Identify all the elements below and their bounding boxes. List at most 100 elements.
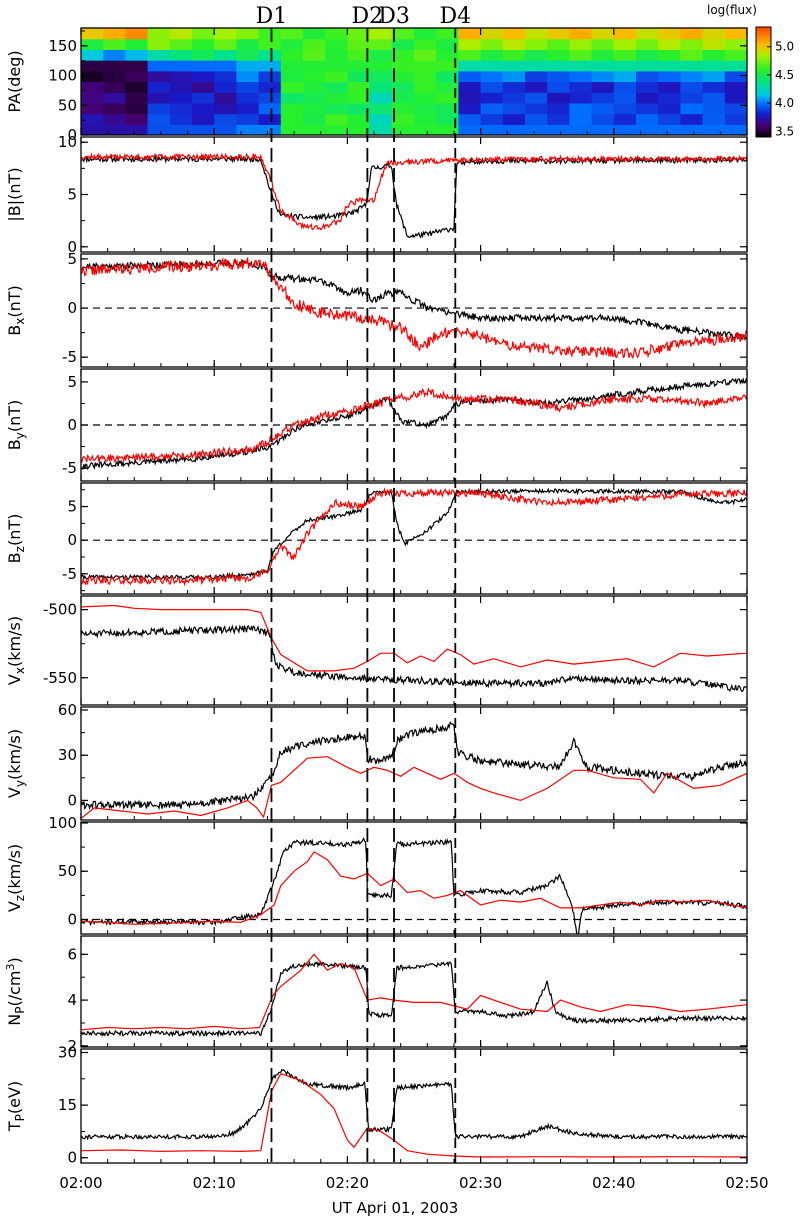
- colorbar-swatch: [756, 39, 771, 43]
- tp-series-2: [81, 1072, 747, 1158]
- heatmap-cell: [280, 60, 304, 72]
- heatmap-cell: [724, 81, 747, 93]
- vz-ytick-label: 50: [58, 862, 77, 880]
- panel-bt: 10 5 0 |B|(nT): [5, 133, 748, 256]
- heatmap-cell: [125, 92, 149, 104]
- heatmap-cell: [458, 38, 482, 50]
- colorbar-swatch: [756, 93, 771, 96]
- heatmap-cell: [347, 28, 371, 40]
- colorbar-swatch: [756, 28, 771, 32]
- heatmap-cell: [169, 124, 193, 135]
- heatmap-cell: [702, 81, 726, 93]
- heatmap-cell: [236, 38, 260, 50]
- heatmap-cell: [591, 28, 615, 40]
- heatmap-cell: [525, 124, 548, 135]
- heatmap-cell: [192, 124, 215, 135]
- heatmap-cell: [169, 113, 193, 125]
- heatmap-cell: [280, 113, 304, 125]
- heatmap-cell: [192, 113, 215, 125]
- heatmap-cell: [125, 113, 149, 125]
- heatmap-cell: [702, 102, 726, 115]
- vy-ytick-label: 30: [58, 746, 77, 764]
- colorbar: log(flux) 5.0 4.5 4.0 3.5: [707, 3, 794, 138]
- heatmap-cell: [169, 102, 193, 115]
- heatmap-cell: [192, 92, 215, 104]
- heatmap-cell: [436, 102, 459, 115]
- heatmap-cell: [436, 28, 459, 40]
- heatmap-cell: [258, 92, 282, 104]
- colorbar-swatch: [756, 131, 771, 134]
- heatmap-cell: [724, 113, 747, 125]
- heatmap-cell: [81, 38, 104, 50]
- heatmap-cell: [502, 81, 526, 93]
- heatmap-cell: [347, 113, 371, 125]
- heatmap-cell: [325, 113, 348, 125]
- heatmap-cell: [347, 70, 371, 83]
- colorbar-swatch: [756, 43, 771, 46]
- heatmap-cell: [414, 81, 437, 93]
- heatmap-cell: [391, 81, 415, 93]
- heatmap-cell: [658, 81, 681, 93]
- heatmap-cell: [414, 38, 437, 50]
- heatmap-cell: [613, 38, 637, 50]
- heatmap-cell: [192, 28, 215, 40]
- vy-ytick-label: 0: [67, 791, 77, 809]
- heatmap-cell: [636, 28, 659, 40]
- xtick-label: 02:20: [326, 1174, 369, 1192]
- panel-by: 5 0 -5 By(nT): [5, 368, 748, 482]
- heatmap-cell: [436, 92, 459, 104]
- heatmap-cell: [436, 49, 459, 61]
- heatmap-cell: [702, 28, 726, 40]
- bt-ytick-label: 0: [67, 238, 77, 256]
- colorbar-swatch: [756, 58, 771, 61]
- heatmap-cell: [702, 70, 726, 83]
- heatmap-cell: [658, 49, 681, 61]
- pa-plot-area: [81, 28, 747, 135]
- heatmap-cell: [125, 60, 149, 72]
- event-label-d2: D2: [352, 4, 384, 29]
- heatmap-cell: [81, 81, 104, 93]
- bz-series-1: [81, 487, 747, 582]
- colorbar-swatch: [756, 74, 771, 77]
- heatmap-cell: [458, 28, 482, 40]
- colorbar-swatch: [756, 54, 771, 57]
- colorbar-swatch: [756, 69, 771, 72]
- heatmap-cell: [369, 38, 393, 50]
- heatmap-cell: [436, 70, 459, 83]
- heatmap-cell: [547, 60, 570, 72]
- heatmap-cell: [169, 92, 193, 104]
- bx-ytick-label: 0: [67, 299, 77, 317]
- heatmap-cell: [325, 102, 348, 115]
- heatmap-cell: [480, 81, 504, 93]
- bz-ylabel: Bz(nT): [5, 514, 27, 564]
- colorbar-swatch: [756, 116, 771, 120]
- heatmap-cell: [702, 92, 726, 104]
- heatmap-cell: [436, 81, 459, 93]
- vz-frame: [80, 821, 748, 935]
- heatmap-cell: [569, 124, 593, 135]
- colorbar-swatch: [756, 98, 771, 101]
- heatmap-cell: [192, 81, 215, 93]
- bt-series-1: [81, 154, 747, 239]
- colorbar-swatch: [756, 36, 771, 39]
- heatmap-cell: [591, 81, 615, 93]
- heatmap-cell: [569, 70, 593, 83]
- heatmap-cell: [169, 70, 193, 83]
- heatmap-cell: [658, 70, 681, 83]
- by-ytick-label: -5: [62, 459, 77, 477]
- heatmap-cell: [636, 49, 659, 61]
- heatmap-cell: [147, 124, 171, 135]
- heatmap-cell: [414, 28, 437, 40]
- heatmap-cell: [258, 70, 282, 83]
- heatmap-cell: [303, 38, 326, 50]
- vy-series-1: [81, 720, 747, 811]
- heatmap-cell: [391, 70, 415, 83]
- heatmap-cell: [414, 124, 437, 135]
- heatmap-cell: [214, 70, 237, 83]
- xtick-label: 02:40: [592, 1174, 635, 1192]
- vx-ytick-label: -500: [43, 601, 77, 619]
- colorbar-swatch: [756, 61, 771, 65]
- colorbar-swatch: [756, 94, 771, 98]
- colorbar-swatch: [756, 87, 771, 90]
- heatmap-cell: [103, 70, 126, 83]
